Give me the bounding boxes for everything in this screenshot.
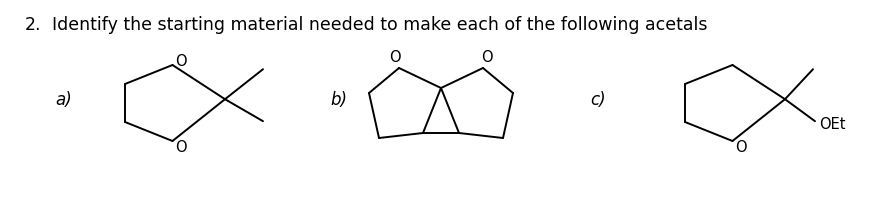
Text: O: O (389, 50, 400, 66)
Text: 2.: 2. (25, 16, 41, 34)
Text: a): a) (55, 91, 71, 109)
Text: c): c) (590, 91, 606, 109)
Text: Identify the starting material needed to make each of the following acetals: Identify the starting material needed to… (52, 16, 707, 34)
Text: b): b) (330, 91, 347, 109)
Text: OEt: OEt (819, 117, 846, 132)
Text: O: O (175, 140, 186, 154)
Text: O: O (175, 53, 186, 69)
Text: O: O (482, 50, 493, 66)
Text: O: O (735, 140, 746, 154)
